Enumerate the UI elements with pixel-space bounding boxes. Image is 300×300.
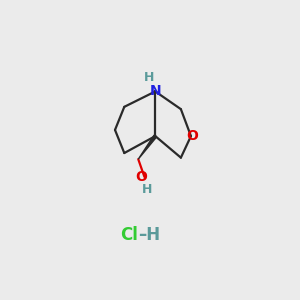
Text: H: H	[142, 183, 153, 196]
Text: –H: –H	[138, 226, 160, 244]
Text: O: O	[187, 129, 198, 143]
Polygon shape	[138, 135, 157, 159]
Text: N: N	[149, 84, 161, 98]
Text: H: H	[144, 71, 154, 84]
Text: Cl: Cl	[120, 226, 138, 244]
Text: O: O	[135, 170, 147, 184]
